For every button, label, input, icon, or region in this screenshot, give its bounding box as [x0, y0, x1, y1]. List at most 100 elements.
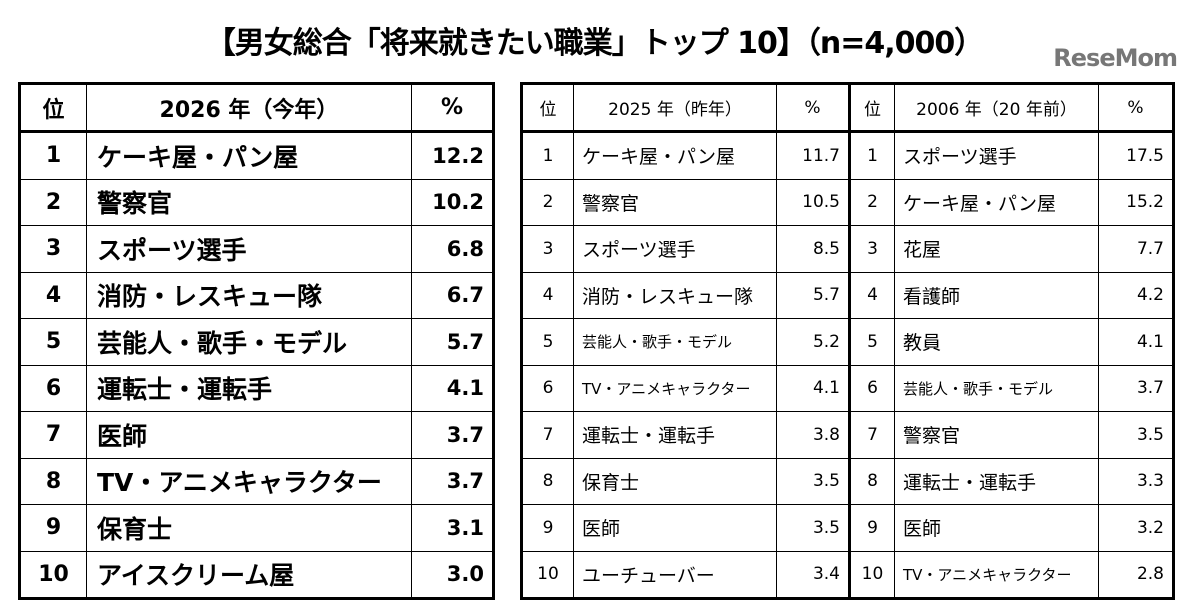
rank-cell-2006: 2 [848, 178, 895, 226]
percent-cell: 5.7 [411, 318, 494, 366]
percent-cell: 4.1 [411, 364, 494, 412]
percent-cell-2006: 4.2 [1098, 271, 1174, 319]
percent-cell-2025: 5.2 [776, 318, 850, 366]
rank-cell: 10 [19, 550, 87, 599]
occupation-cell-2006: 花屋 [894, 225, 1099, 273]
occupation-cell: TV・アニメキャラクター [86, 457, 412, 505]
table-row: 7 運転士・運転手 3.8 7 警察官 3.5 [521, 411, 1174, 459]
percent-cell: 3.1 [411, 504, 494, 552]
header-rank-2006: 位 [848, 83, 895, 133]
percent-cell: 6.8 [411, 225, 494, 273]
table-row: 6 TV・アニメキャラクター 4.1 6 芸能人・歌手・モデル 3.7 [521, 364, 1174, 412]
rank-cell: 6 [19, 364, 87, 412]
rank-cell-2006: 10 [848, 550, 895, 599]
occupation-cell: ケーキ屋・パン屋 [86, 131, 412, 180]
percent-cell: 3.0 [411, 550, 494, 599]
header-rank: 位 [19, 83, 87, 133]
table-row: 10 ユーチューバー 3.4 10 TV・アニメキャラクター 2.8 [521, 550, 1174, 599]
table-row: 9 医師 3.5 9 医師 3.2 [521, 504, 1174, 552]
percent-cell-2006: 3.2 [1098, 504, 1174, 552]
occupation-cell-2025: 芸能人・歌手・モデル [573, 318, 777, 366]
occupation-cell-2025: 医師 [573, 504, 777, 552]
rank-cell-2025: 9 [521, 504, 574, 552]
rank-cell-2006: 9 [848, 504, 895, 552]
percent-cell-2025: 3.5 [776, 457, 850, 505]
percent-cell: 10.2 [411, 178, 494, 226]
header-pct: % [411, 83, 494, 133]
occupation-cell-2025: 保育士 [573, 457, 777, 505]
rank-cell-2025: 8 [521, 457, 574, 505]
rank-cell-2006: 7 [848, 411, 895, 459]
rank-cell-2025: 3 [521, 225, 574, 273]
rank-cell: 4 [19, 271, 87, 319]
rank-cell-2006: 1 [848, 131, 895, 180]
rank-cell: 9 [19, 504, 87, 552]
page-title: 【男女総合「将来就きたい職業」トップ 10】（n=4,000） [205, 26, 985, 61]
table-row: 5 芸能人・歌手・モデル 5.2 5 教員 4.1 [521, 318, 1174, 366]
rank-cell-2006: 3 [848, 225, 895, 273]
table-row: 4 消防・レスキュー隊 5.7 4 看護師 4.2 [521, 271, 1174, 319]
rank-cell-2006: 8 [848, 457, 895, 505]
occupation-cell: 芸能人・歌手・モデル [86, 318, 412, 366]
table-row: 4 消防・レスキュー隊 6.7 [19, 271, 494, 319]
header-rank-2025: 位 [521, 83, 574, 133]
percent-cell-2006: 2.8 [1098, 550, 1174, 599]
percent-cell: 3.7 [411, 457, 494, 505]
rank-cell-2025: 4 [521, 271, 574, 319]
occupation-cell-2006: 教員 [894, 318, 1099, 366]
occupation-cell-2025: 消防・レスキュー隊 [573, 271, 777, 319]
occupation-cell-2006: 芸能人・歌手・モデル [894, 364, 1099, 412]
percent-cell-2006: 4.1 [1098, 318, 1174, 366]
rank-cell-2025: 5 [521, 318, 574, 366]
percent-cell-2025: 8.5 [776, 225, 850, 273]
percent-cell-2006: 3.5 [1098, 411, 1174, 459]
percent-cell-2006: 7.7 [1098, 225, 1174, 273]
rank-cell: 1 [19, 131, 87, 180]
occupation-cell-2025: スポーツ選手 [573, 225, 777, 273]
table-row: 3 スポーツ選手 8.5 3 花屋 7.7 [521, 225, 1174, 273]
percent-cell-2025: 10.5 [776, 178, 850, 226]
percent-cell: 6.7 [411, 271, 494, 319]
occupation-cell-2025: ケーキ屋・パン屋 [573, 131, 777, 180]
rank-cell: 3 [19, 225, 87, 273]
percent-cell-2025: 11.7 [776, 131, 850, 180]
header-name-2006: 2006 年（20 年前） [894, 83, 1099, 133]
occupation-cell-2006: 警察官 [894, 411, 1099, 459]
occupation-cell: 医師 [86, 411, 412, 459]
percent-cell: 12.2 [411, 131, 494, 180]
percent-cell-2006: 17.5 [1098, 131, 1174, 180]
rank-cell-2025: 6 [521, 364, 574, 412]
table-row: 3 スポーツ選手 6.8 [19, 225, 494, 273]
rank-cell: 8 [19, 457, 87, 505]
header-pct-2025: % [776, 83, 850, 133]
occupation-cell-2025: TV・アニメキャラクター [573, 364, 777, 412]
percent-cell-2006: 3.7 [1098, 364, 1174, 412]
header-name: 2026 年（今年） [86, 83, 412, 133]
rank-cell-2006: 5 [848, 318, 895, 366]
percent-cell-2025: 5.7 [776, 271, 850, 319]
occupation-cell-2006: 運転士・運転手 [894, 457, 1099, 505]
occupation-cell: 運転士・運転手 [86, 364, 412, 412]
percent-cell-2006: 15.2 [1098, 178, 1174, 226]
ranking-table-2026: 位 2026 年（今年） % 1 ケーキ屋・パン屋 12.2 2 警察官 10.2 3 スポー… [18, 82, 495, 600]
table-row: 8 TV・アニメキャラクター 3.7 [19, 457, 494, 505]
occupation-cell-2006: ケーキ屋・パン屋 [894, 178, 1099, 226]
occupation-cell: スポーツ選手 [86, 225, 412, 273]
header-row: 位 2025 年（昨年） % 位 2006 年（20 年前） % [521, 83, 1174, 133]
occupation-cell-2006: スポーツ選手 [894, 131, 1099, 180]
occupation-cell-2006: 医師 [894, 504, 1099, 552]
table-row: 7 医師 3.7 [19, 411, 494, 459]
rank-cell: 5 [19, 318, 87, 366]
table-row: 10 アイスクリーム屋 3.0 [19, 550, 494, 599]
rank-cell-2025: 1 [521, 131, 574, 180]
occupation-cell-2025: 運転士・運転手 [573, 411, 777, 459]
header-row: 位 2026 年（今年） % [19, 83, 494, 133]
table-row: 8 保育士 3.5 8 運転士・運転手 3.3 [521, 457, 1174, 505]
percent-cell-2006: 3.3 [1098, 457, 1174, 505]
percent-cell-2025: 3.8 [776, 411, 850, 459]
occupation-cell: 消防・レスキュー隊 [86, 271, 412, 319]
table-row: 5 芸能人・歌手・モデル 5.7 [19, 318, 494, 366]
rank-cell-2025: 2 [521, 178, 574, 226]
occupation-cell-2006: 看護師 [894, 271, 1099, 319]
table-row: 2 警察官 10.2 [19, 178, 494, 226]
